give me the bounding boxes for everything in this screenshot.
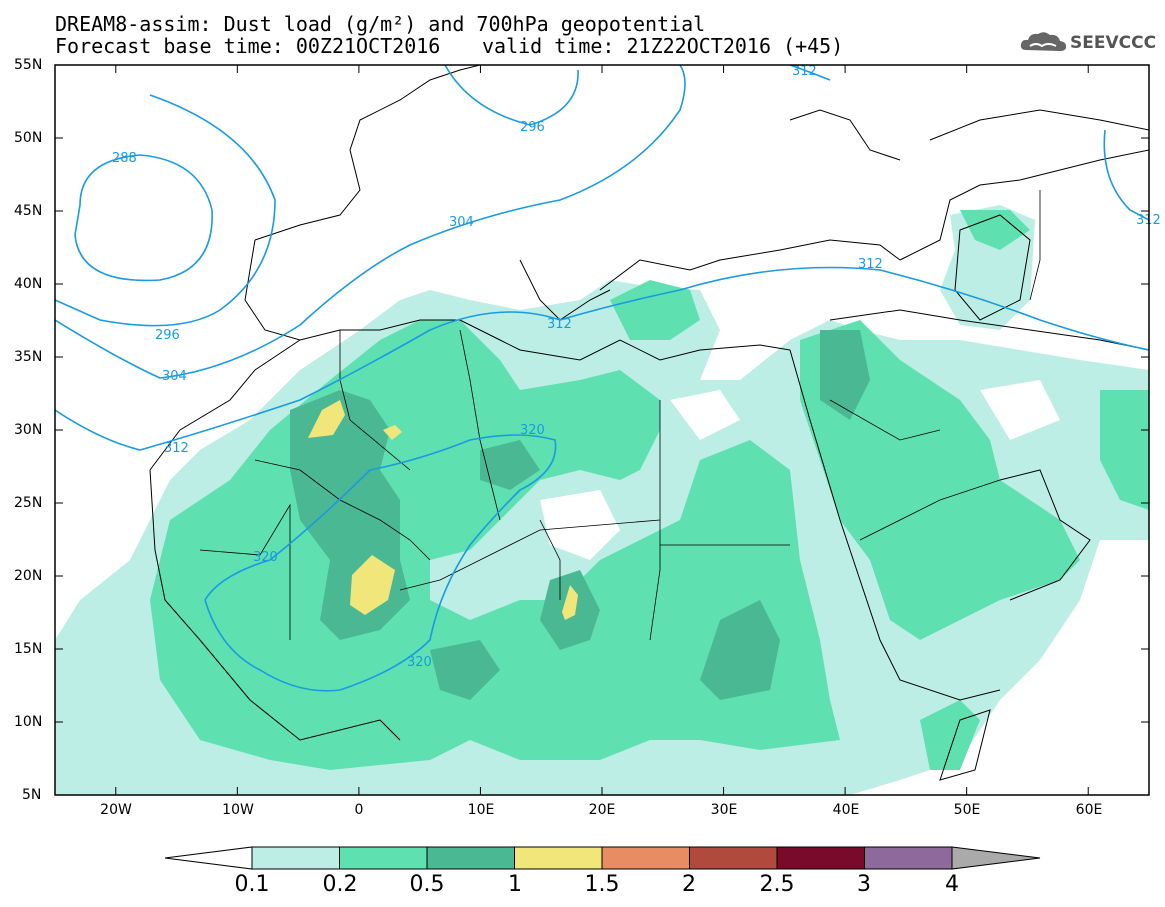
- lon-label: 50E: [953, 802, 981, 818]
- borders: [199, 190, 1041, 641]
- lat-label: 55N: [14, 57, 43, 73]
- contour-label: 320: [407, 655, 432, 670]
- lat-label: 35N: [14, 349, 43, 365]
- geopotential-contours: [55, 65, 1149, 692]
- lat-label: 45N: [14, 203, 43, 219]
- lon-label: 10E: [467, 802, 495, 818]
- colorbar-label: 0.1: [234, 872, 270, 897]
- contour-label: 312: [858, 257, 883, 272]
- lon-label: 30E: [710, 802, 738, 818]
- valid-time: valid time: 21Z22OCT2016 (+45): [482, 34, 844, 58]
- forecast-base-time: Forecast base time: 00Z21OCT2016: [55, 34, 441, 58]
- colorbar-cell: [426, 846, 515, 870]
- dust-gaps: [540, 380, 1060, 560]
- contour-label: 296: [520, 120, 545, 135]
- coastlines: [149, 65, 1149, 781]
- contour-label: 304: [449, 215, 474, 230]
- logo-text: SEEVCCC: [1070, 33, 1157, 53]
- colorbar-cell: [251, 846, 340, 870]
- colorbar-high-end: [951, 846, 1041, 870]
- colorbar-cell: [339, 846, 428, 870]
- lon-label: 20W: [100, 802, 132, 818]
- dust-level4-area: [308, 400, 578, 620]
- contour-label: 304: [162, 369, 187, 384]
- lon-label: 40E: [832, 802, 860, 818]
- lat-label: 5N: [22, 787, 42, 803]
- cloud-icon: [1020, 32, 1067, 51]
- colorbar-label: 0.5: [409, 872, 445, 897]
- lat-label: 25N: [14, 495, 43, 511]
- colorbar-label: 0.2: [322, 872, 358, 897]
- lon-label: 20E: [588, 802, 616, 818]
- contour-label: 296: [155, 328, 180, 343]
- lat-label: 50N: [14, 130, 43, 146]
- colorbar-label: 2: [682, 872, 696, 897]
- axis-ticks: [55, 64, 1149, 796]
- colorbar-label: 3: [857, 872, 871, 897]
- colorbar-label: 1: [508, 872, 522, 897]
- colorbar-cell: [689, 846, 778, 870]
- colorbar-cell: [864, 846, 953, 870]
- colorbar-cell: [514, 846, 603, 870]
- lat-label: 40N: [14, 276, 43, 292]
- map-title: DREAM8-assim: Dust load (g/m²) and 700hP…: [55, 12, 706, 36]
- colorbar-label: 1.5: [584, 872, 620, 897]
- lon-label: 0: [354, 802, 364, 818]
- lon-label: 10W: [222, 802, 254, 818]
- lon-label: 60E: [1075, 802, 1103, 818]
- colorbar-low-end: [164, 846, 253, 870]
- contour-label: 320: [253, 550, 278, 565]
- colorbar-label: 4: [945, 872, 959, 897]
- colorbar-cell: [601, 846, 690, 870]
- contour-label: 312: [164, 441, 189, 456]
- lat-label: 30N: [14, 422, 43, 438]
- contour-label: 288: [112, 151, 137, 166]
- colorbar: [164, 846, 1041, 870]
- colorbar-cell: [776, 846, 865, 870]
- lat-label: 10N: [14, 714, 43, 730]
- lat-label: 15N: [14, 641, 43, 657]
- contour-label: 312: [547, 317, 572, 332]
- contour-labels: 288 296 296 304 304 312 312 312 312 320 …: [112, 64, 1161, 670]
- contour-label: 312: [792, 64, 817, 79]
- contour-label: 320: [520, 423, 545, 438]
- colorbar-label: 2.5: [759, 872, 795, 897]
- lat-label: 20N: [14, 568, 43, 584]
